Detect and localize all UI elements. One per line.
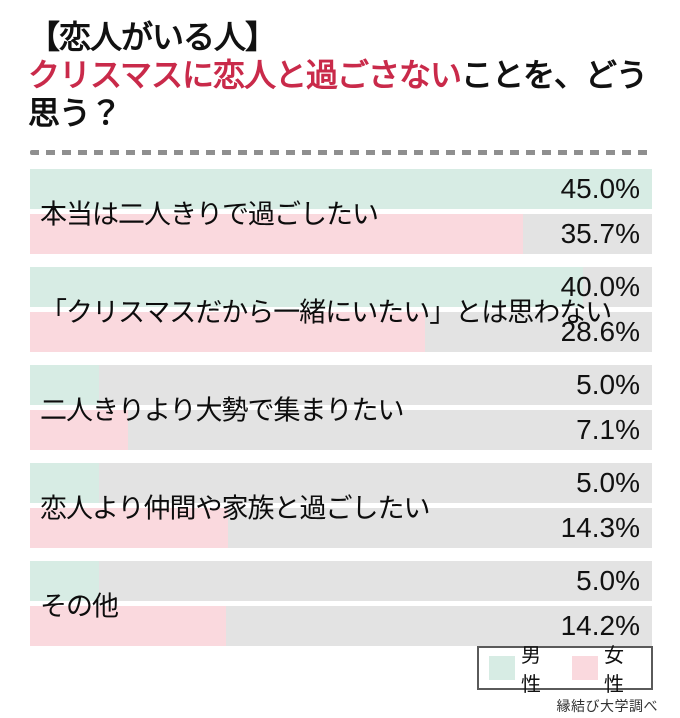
male-value-label: 40.0% — [560, 271, 640, 302]
female-bar-fill — [30, 410, 129, 450]
dashed-divider — [30, 150, 652, 155]
female-bar: 14.2% — [30, 606, 652, 646]
male-value-label: 5.0% — [576, 369, 640, 400]
infographic-page: 【恋人がいる人】 クリスマスに恋人と過ごさないことを、どう思う？ 45.0% 35… — [0, 18, 680, 718]
male-bar: 45.0% — [30, 169, 652, 209]
female-value-label: 14.2% — [560, 610, 640, 641]
female-legend-swatch — [572, 656, 598, 680]
female-value-label: 35.7% — [560, 218, 640, 249]
female-value-label: 28.6% — [560, 316, 640, 347]
female-bar: 14.3% — [30, 508, 652, 548]
category-label: 本当は二人きりで過ごしたい — [40, 199, 379, 229]
male-bar-fill — [30, 463, 100, 503]
female-value-label: 14.3% — [560, 512, 640, 543]
title-line2-highlight: クリスマスに恋人と過ごさない — [28, 57, 462, 93]
category-label: 「クリスマスだから一緒にいたい」とは思わない — [40, 297, 612, 327]
chart-group: 5.0% 14.2% その他 — [30, 561, 652, 646]
female-bar-fill — [30, 508, 228, 548]
female-bar: 35.7% — [30, 214, 652, 254]
female-bar-fill — [30, 606, 227, 646]
male-bar-fill — [30, 561, 100, 601]
title-line1: 【恋人がいる人】 — [28, 19, 277, 55]
legend: 男性 女性 — [477, 645, 653, 696]
category-label: 恋人より仲間や家族と過ごしたい — [40, 493, 430, 523]
male-bar-fill — [30, 169, 652, 209]
female-bar: 28.6% — [30, 312, 652, 352]
chart-group: 40.0% 28.6% 「クリスマスだから一緒にいたい」とは思わない — [30, 267, 652, 352]
female-bar-fill — [30, 214, 524, 254]
female-bar: 7.1% — [30, 410, 652, 450]
title-line2-rest: ことを、どう思う？ — [28, 57, 648, 131]
male-legend-swatch — [489, 656, 515, 680]
category-label: その他 — [40, 591, 119, 621]
male-bar: 5.0% — [30, 561, 652, 601]
male-bar: 40.0% — [30, 267, 652, 307]
chart-group: 45.0% 35.7% 本当は二人きりで過ごしたい — [30, 169, 652, 254]
male-value-label: 5.0% — [576, 467, 640, 498]
male-legend-label: 男性 — [521, 645, 541, 696]
male-value-label: 45.0% — [560, 173, 640, 204]
chart-group: 5.0% 14.3% 恋人より仲間や家族と過ごしたい — [30, 463, 652, 548]
chart-group: 5.0% 7.1% 二人きりより大勢で集まりたい — [30, 365, 652, 450]
bar-chart: 45.0% 35.7% 本当は二人きりで過ごしたい 40.0% 28.6% 「ク… — [30, 169, 652, 646]
female-legend-label: 女性 — [604, 645, 624, 696]
male-bar-fill — [30, 365, 100, 405]
female-bar-fill — [30, 312, 426, 352]
source-credit: 縁結び大学調べ — [556, 698, 658, 714]
male-value-label: 5.0% — [576, 565, 640, 596]
female-value-label: 7.1% — [576, 414, 640, 445]
male-bar: 5.0% — [30, 463, 652, 503]
page-title: 【恋人がいる人】 クリスマスに恋人と過ごさないことを、どう思う？ — [28, 18, 652, 132]
male-bar-fill — [30, 267, 583, 307]
male-bar: 5.0% — [30, 365, 652, 405]
category-label: 二人きりより大勢で集まりたい — [40, 395, 404, 425]
